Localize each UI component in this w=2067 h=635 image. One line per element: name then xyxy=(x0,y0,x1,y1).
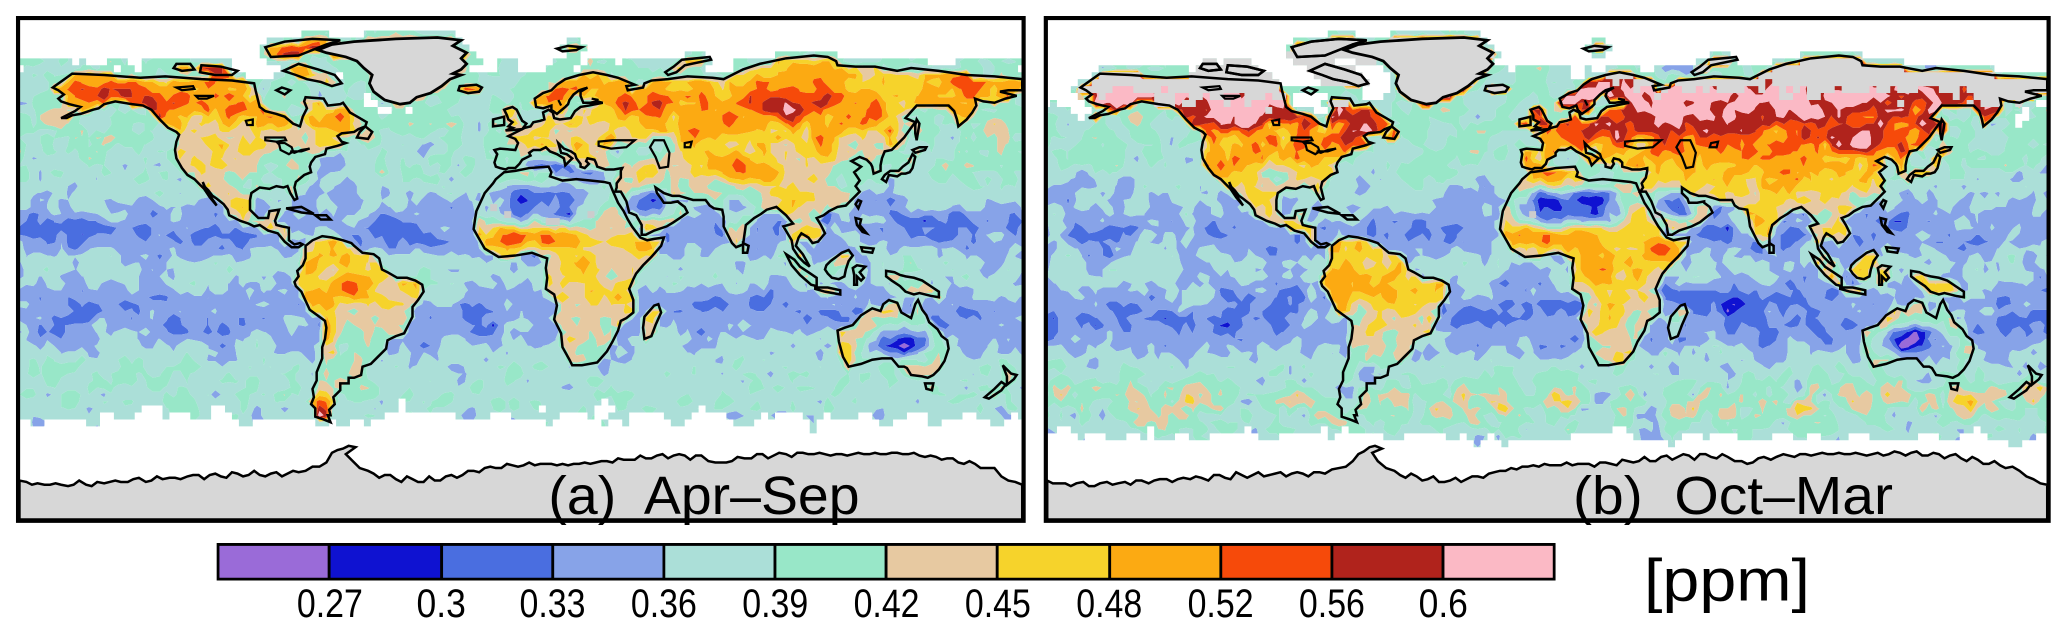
svg-text:0.3: 0.3 xyxy=(417,581,466,626)
svg-text:0.33: 0.33 xyxy=(520,581,586,626)
svg-text:0.42: 0.42 xyxy=(854,581,920,626)
svg-text:0.39: 0.39 xyxy=(742,581,808,626)
svg-text:0.45: 0.45 xyxy=(965,581,1031,626)
svg-text:0.56: 0.56 xyxy=(1299,581,1365,626)
svg-text:0.36: 0.36 xyxy=(631,581,697,626)
svg-text:0.6: 0.6 xyxy=(1419,581,1468,626)
svg-text:0.48: 0.48 xyxy=(1076,581,1142,626)
svg-text:(b) Oct–Mar: (b) Oct–Mar xyxy=(1573,467,1893,526)
svg-text:(a) Apr–Sep: (a) Apr–Sep xyxy=(548,467,859,526)
svg-text:0.27: 0.27 xyxy=(297,581,363,626)
svg-text:0.52: 0.52 xyxy=(1188,581,1254,626)
svg-text:[ppm]: [ppm] xyxy=(1644,546,1810,613)
